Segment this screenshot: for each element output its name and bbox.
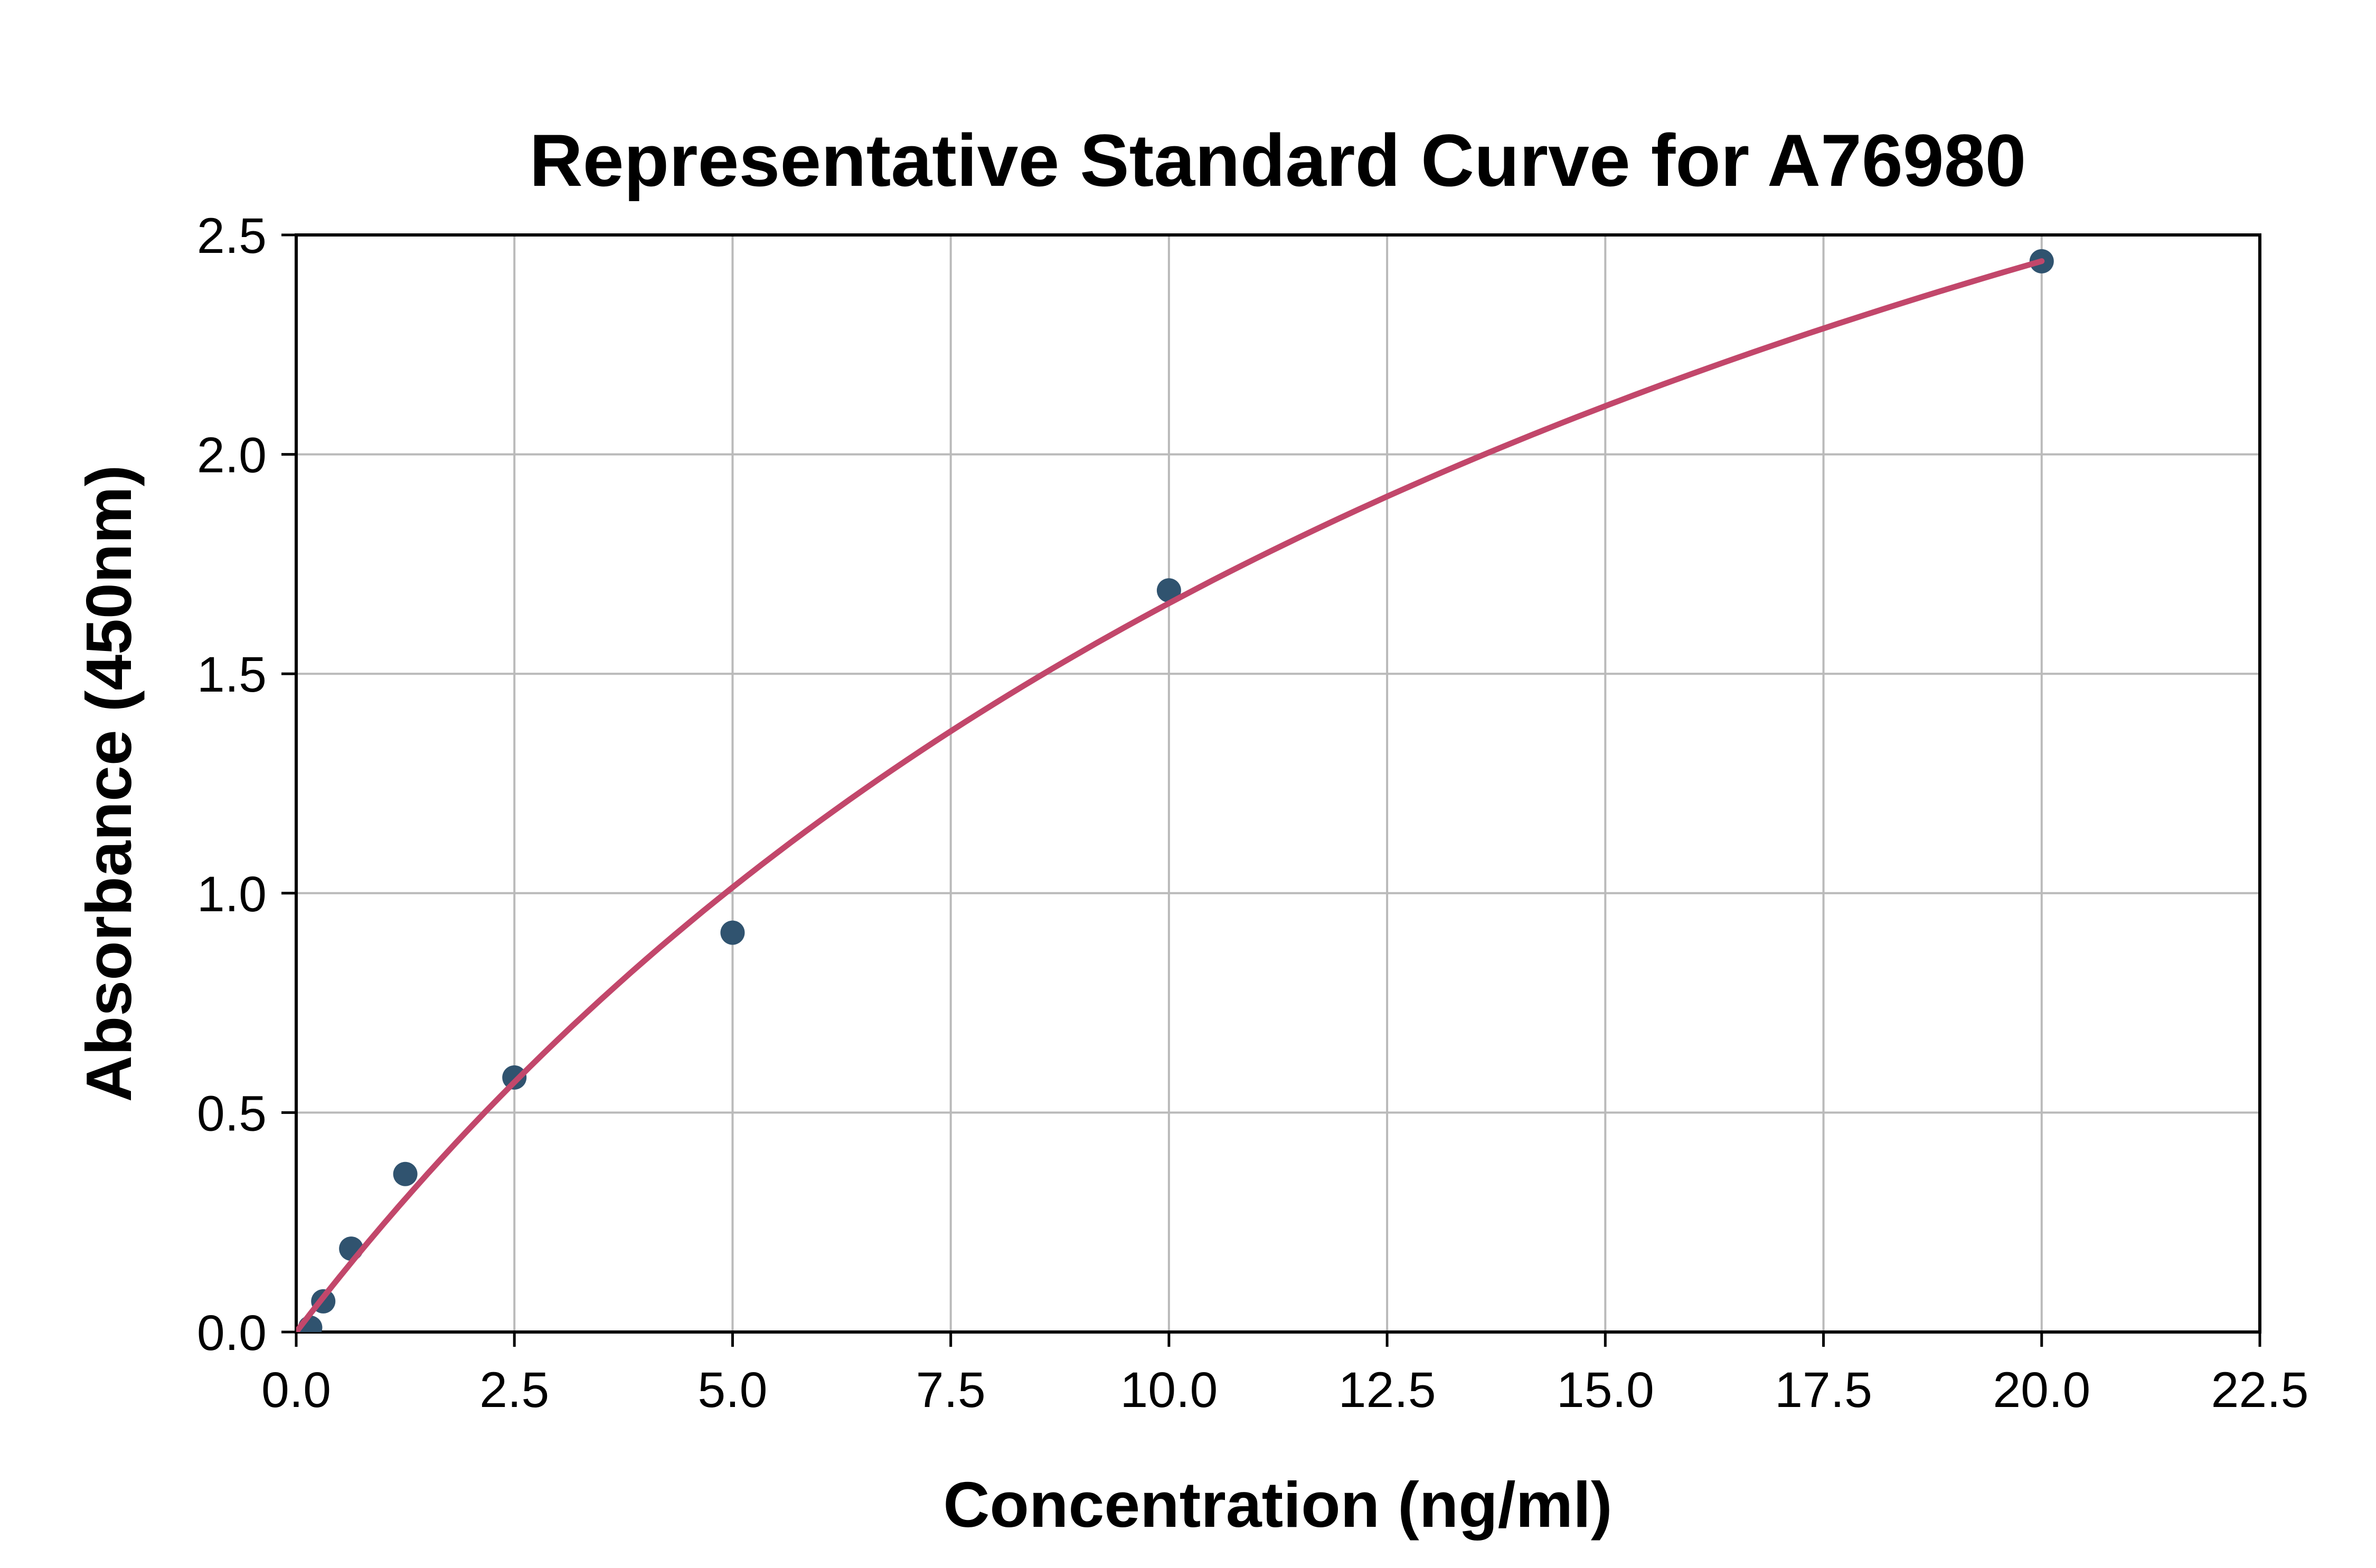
axis-ticks: [281, 233, 2261, 1347]
y-tick-label: 2.0: [197, 428, 267, 484]
y-tick-label: 1.0: [197, 866, 267, 922]
data-point: [393, 1161, 418, 1186]
x-axis-label: Concentration (ng/ml): [943, 1469, 1612, 1541]
x-tick-label: 22.5: [2211, 1362, 2309, 1418]
plot-frame: [295, 233, 2261, 1334]
fit-curve: [296, 258, 2045, 1332]
y-tick-label: 2.5: [197, 208, 267, 264]
x-tick-label: 2.5: [479, 1362, 549, 1418]
spines: [295, 233, 2261, 1334]
gridlines: [295, 234, 2261, 1333]
y-tick-label: 1.5: [197, 647, 267, 703]
chart-title: Representative Standard Curve for A76980: [530, 119, 2026, 202]
data-point: [502, 1065, 527, 1090]
y-tick-label: 0.5: [197, 1085, 267, 1141]
x-tick-label: 7.5: [916, 1362, 986, 1418]
data-point: [1156, 578, 1181, 603]
data-point: [720, 920, 745, 945]
data-series: [296, 249, 2054, 1332]
x-tick-label: 0.0: [261, 1362, 331, 1418]
x-tick-label: 10.0: [1120, 1362, 1218, 1418]
x-tick-label: 5.0: [697, 1362, 767, 1418]
y-axis-label: Absorbance (450nm): [73, 465, 145, 1102]
tick-labels: 0.0 2.5 5.0 7.5 10.0 12.5 15.0 17.5 20.0 22.5 0.0 0…: [197, 208, 2309, 1418]
x-tick-label: 17.5: [1775, 1362, 1872, 1418]
x-tick-label: 12.5: [1338, 1362, 1436, 1418]
y-tick-label: 0.0: [197, 1305, 267, 1361]
x-tick-label: 20.0: [1993, 1362, 2090, 1418]
x-tick-label: 15.0: [1557, 1362, 1654, 1418]
